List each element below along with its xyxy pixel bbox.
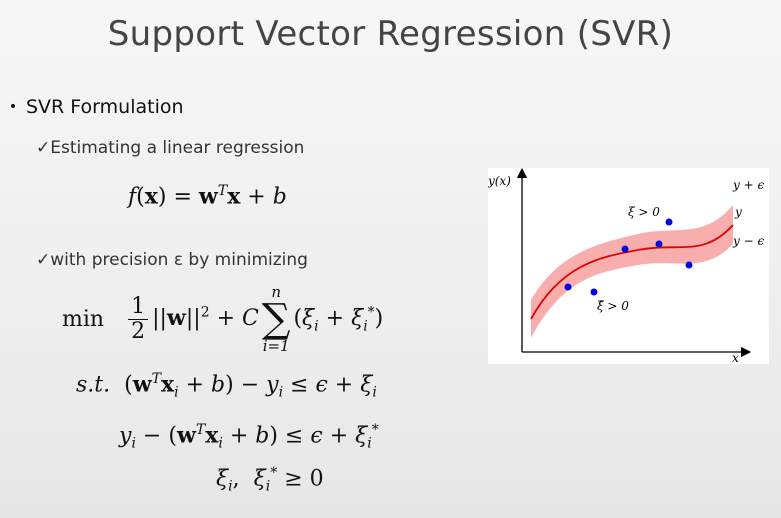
equation-constraint-1: s.t. (wTxi + b) − yi ≤ ϵ + ξi	[76, 371, 377, 401]
check-text-precision: with precision ε by minimizing	[50, 250, 308, 270]
bullet-text: SVR Formulation	[26, 96, 184, 118]
data-point	[685, 261, 693, 269]
y-axis-label: y(x)	[488, 174, 511, 188]
svr-plot: y(x) x y + ϵ y y − ϵ ξ > 0 ξ̂ > 0	[487, 167, 764, 365]
data-point	[590, 288, 598, 296]
check-icon: ✓	[36, 250, 51, 270]
bullet-svr-formulation: • SVR Formulation	[0, 96, 184, 118]
data-point	[655, 240, 663, 248]
slide-title: Support Vector Regression (SVR)	[107, 14, 674, 54]
equation-constraint-2: yi − (wTxi + b) ≤ ϵ + ξi*	[119, 422, 379, 452]
check-icon: ✓	[36, 138, 51, 158]
epsilon-tube	[531, 205, 733, 338]
x-axis-label: x	[732, 351, 739, 364]
label-xi-hat: ξ̂ > 0	[597, 299, 629, 313]
svr-figure: y(x) x y + ϵ y y − ϵ ξ > 0 ξ̂ > 0	[487, 167, 769, 365]
label-xi: ξ > 0	[628, 205, 660, 219]
check-item-precision: ✓with precision ε by minimizing	[36, 250, 308, 270]
data-point	[621, 245, 629, 253]
data-point	[665, 218, 673, 226]
equation-constraint-3: ξi, ξi* ≥ 0	[216, 465, 324, 495]
check-item-linear-regression: ✓Estimating a linear regression	[36, 138, 304, 158]
regression-curve	[530, 224, 734, 320]
bullet-dot: •	[8, 99, 18, 115]
check-text-linear-regression: Estimating a linear regression	[50, 138, 305, 158]
label-mid: y	[734, 205, 742, 219]
equation-regression: f(x) = wTx + b	[128, 183, 287, 210]
data-point	[564, 283, 572, 291]
label-upper: y + ϵ	[732, 178, 764, 192]
label-lower: y − ϵ	[732, 234, 764, 248]
